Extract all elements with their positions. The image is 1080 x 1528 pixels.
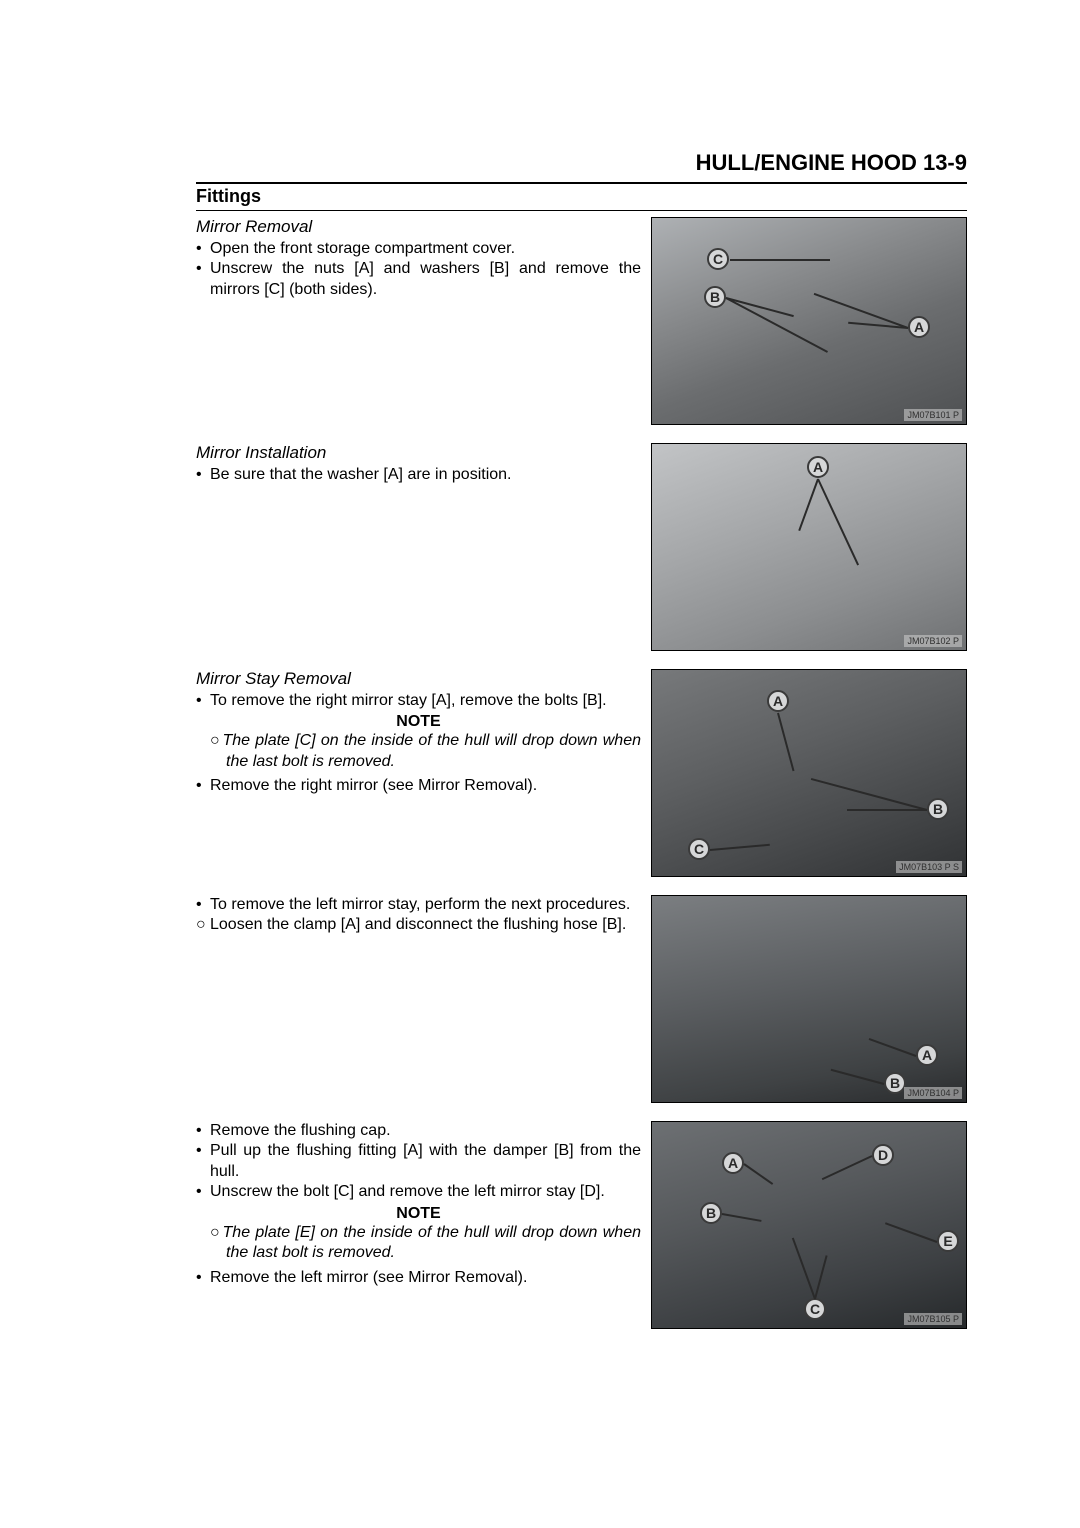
figure-mirror-installation: A JM07B102 P <box>651 443 967 651</box>
callout-a: A <box>722 1152 744 1174</box>
note-body: The plate [E] on the inside of the hull … <box>196 1223 641 1264</box>
figure-code: JM07B105 P <box>904 1313 962 1325</box>
step: Be sure that the washer [A] are in posit… <box>196 465 641 485</box>
step: Unscrew the nuts [A] and washers [B] and… <box>196 259 641 300</box>
block-left-stay-flush: To remove the left mirror stay, perform … <box>196 895 967 1103</box>
callout-a: A <box>767 690 789 712</box>
note-body: The plate [C] on the inside of the hull … <box>196 731 641 772</box>
step: Open the front storage compartment cover… <box>196 239 641 259</box>
callout-c: C <box>804 1298 826 1320</box>
callout-b: B <box>700 1202 722 1224</box>
callout-e: E <box>937 1230 959 1252</box>
figure-code: JM07B104 P <box>904 1087 962 1099</box>
step: Remove the right mirror (see Mirror Remo… <box>196 776 641 796</box>
substep: Loosen the clamp [A] and disconnect the … <box>196 915 641 935</box>
figure-code: JM07B101 P <box>904 409 962 421</box>
figure-code: JM07B103 P S <box>896 861 962 873</box>
callout-c: C <box>707 248 729 270</box>
step: To remove the right mirror stay [A], rem… <box>196 691 641 711</box>
callout-a: A <box>908 316 930 338</box>
note-heading: NOTE <box>196 1205 641 1223</box>
figure-left-stay: A B C D E JM07B105 P <box>651 1121 967 1329</box>
step: Unscrew the bolt [C] and remove the left… <box>196 1182 641 1202</box>
block-left-stay-remove: Remove the flushing cap. Pull up the flu… <box>196 1121 967 1329</box>
block-mirror-removal: Mirror Removal Open the front storage co… <box>196 217 967 425</box>
callout-a: A <box>916 1044 938 1066</box>
heading-mirror-stay-removal: Mirror Stay Removal <box>196 669 641 689</box>
callout-b: B <box>884 1072 906 1094</box>
heading-mirror-installation: Mirror Installation <box>196 443 641 463</box>
callout-a: A <box>807 456 829 478</box>
note-heading: NOTE <box>196 713 641 731</box>
section-title: Fittings <box>196 182 967 211</box>
step: Remove the left mirror (see Mirror Remov… <box>196 1268 641 1288</box>
step: Pull up the flushing fitting [A] with th… <box>196 1141 641 1182</box>
figure-flushing-hose: A B JM07B104 P <box>651 895 967 1103</box>
figure-code: JM07B102 P <box>904 635 962 647</box>
block-mirror-installation: Mirror Installation Be sure that the was… <box>196 443 967 651</box>
callout-b: B <box>704 286 726 308</box>
figure-mirror-stay-right: A B C JM07B103 P S <box>651 669 967 877</box>
heading-mirror-removal: Mirror Removal <box>196 217 641 237</box>
callout-c: C <box>688 838 710 860</box>
figure-mirror-removal: C B A JM07B101 P <box>651 217 967 425</box>
step: Remove the flushing cap. <box>196 1121 641 1141</box>
callout-b: B <box>927 798 949 820</box>
block-mirror-stay-removal: Mirror Stay Removal To remove the right … <box>196 669 967 877</box>
callout-d: D <box>872 1144 894 1166</box>
step: To remove the left mirror stay, perform … <box>196 895 641 915</box>
page-header: HULL/ENGINE HOOD 13-9 <box>196 150 967 176</box>
